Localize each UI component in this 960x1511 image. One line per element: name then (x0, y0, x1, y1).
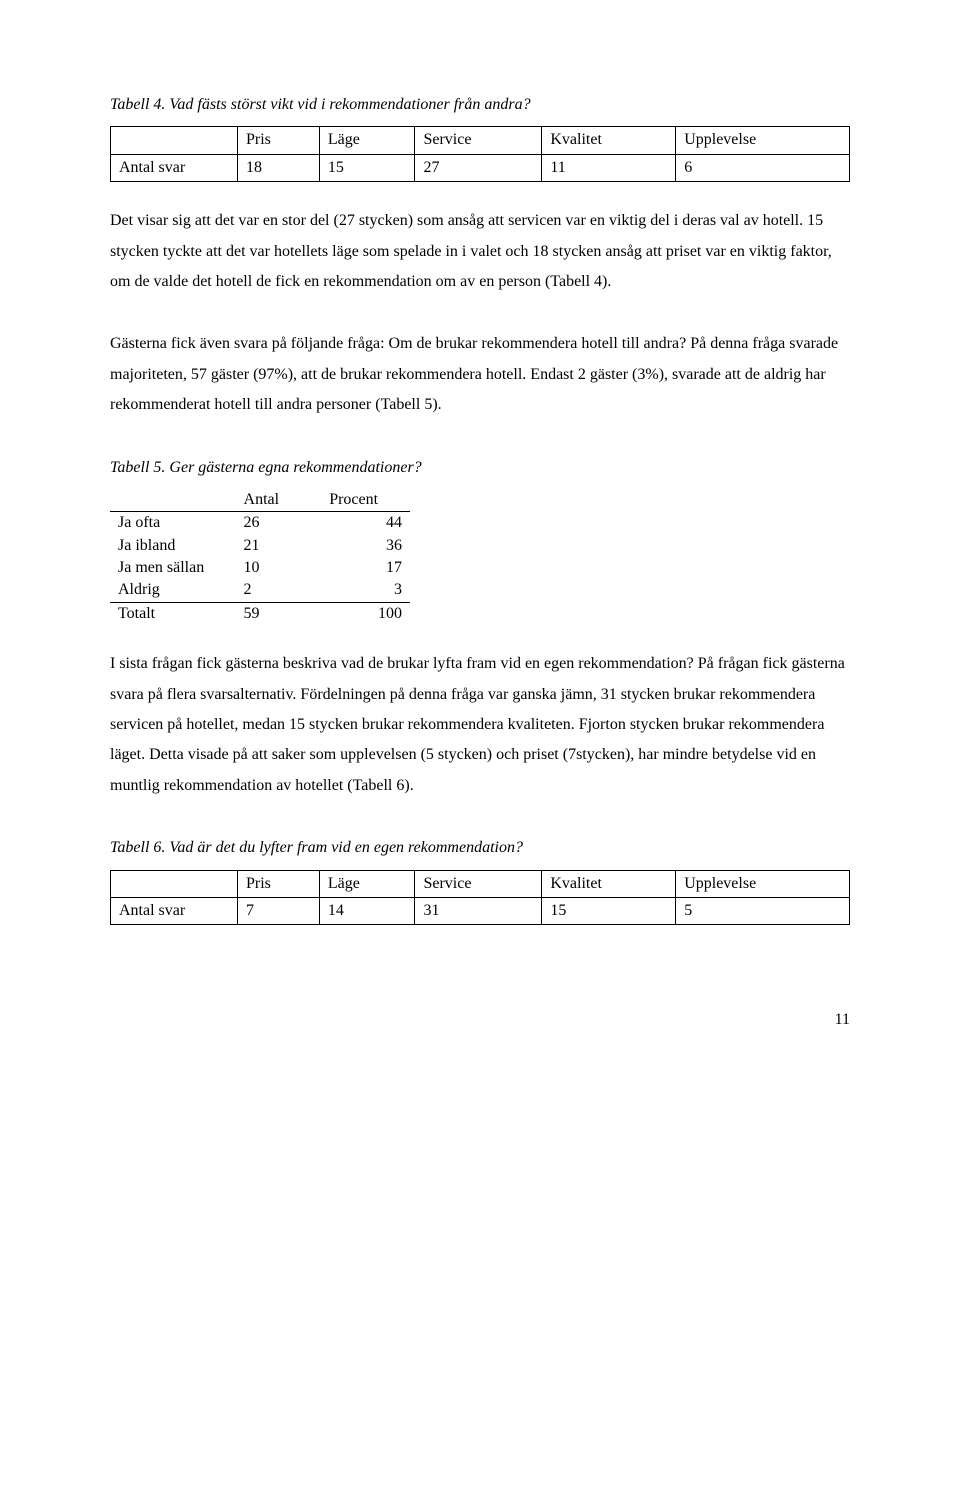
table5-r3c1: 2 (236, 579, 322, 602)
table4-row-label: Antal svar (111, 154, 238, 181)
table5-r1c0: Ja ibland (110, 535, 236, 557)
paragraph-2: Gästerna fick även svara på följande frå… (110, 329, 850, 420)
table5-h0 (110, 489, 236, 512)
table4-h1: Pris (238, 127, 320, 154)
table5-r3c0: Aldrig (110, 579, 236, 602)
table4-h0 (111, 127, 238, 154)
table5-caption: Tabell 5. Ger gästerna egna rekommendati… (110, 453, 850, 483)
table5-header-row: Antal Procent (110, 489, 410, 512)
table5-r2c2: 17 (321, 557, 410, 579)
table5-row2: Ja men sällan 10 17 (110, 557, 410, 579)
table5-r3c2: 3 (321, 579, 410, 602)
paragraph-3: I sista frågan fick gästerna beskriva va… (110, 649, 850, 801)
table6-v1: 14 (319, 897, 415, 924)
table6-h2: Läge (319, 870, 415, 897)
table4-h4: Kvalitet (542, 127, 676, 154)
table4-h5: Upplevelse (676, 127, 850, 154)
table5-r1c1: 21 (236, 535, 322, 557)
table6-caption: Tabell 6. Vad är det du lyfter fram vid … (110, 833, 850, 863)
table5-row0: Ja ofta 26 44 (110, 512, 410, 535)
table6-row-label: Antal svar (111, 897, 238, 924)
table4-data-row: Antal svar 18 15 27 11 6 (111, 154, 850, 181)
table5-r0c1: 26 (236, 512, 322, 535)
table5-h2: Procent (321, 489, 410, 512)
table5-tc1: 59 (236, 602, 322, 625)
table6: Pris Läge Service Kvalitet Upplevelse An… (110, 870, 850, 926)
table5-h1: Antal (236, 489, 322, 512)
table6-header-row: Pris Läge Service Kvalitet Upplevelse (111, 870, 850, 897)
table4-caption: Tabell 4. Vad fästs störst vikt vid i re… (110, 90, 850, 120)
table5-r0c2: 44 (321, 512, 410, 535)
table5-r0c0: Ja ofta (110, 512, 236, 535)
table5-row3: Aldrig 2 3 (110, 579, 410, 602)
table6-h1: Pris (238, 870, 320, 897)
table5-tc2: 100 (321, 602, 410, 625)
table5-total-row: Totalt 59 100 (110, 602, 410, 625)
table6-v4: 5 (676, 897, 850, 924)
paragraph-1: Det visar sig att det var en stor del (2… (110, 206, 850, 297)
table5-row1: Ja ibland 21 36 (110, 535, 410, 557)
table6-v3: 15 (542, 897, 676, 924)
table4-v3: 11 (542, 154, 676, 181)
table5: Antal Procent Ja ofta 26 44 Ja ibland 21… (110, 489, 410, 625)
table4-v1: 15 (319, 154, 415, 181)
table4-v4: 6 (676, 154, 850, 181)
table6-h0 (111, 870, 238, 897)
table5-r1c2: 36 (321, 535, 410, 557)
table4-v2: 27 (415, 154, 542, 181)
table5-r2c1: 10 (236, 557, 322, 579)
table4-v0: 18 (238, 154, 320, 181)
table5-tc0: Totalt (110, 602, 236, 625)
table6-h4: Kvalitet (542, 870, 676, 897)
page-number: 11 (110, 1005, 850, 1035)
table6-data-row: Antal svar 7 14 31 15 5 (111, 897, 850, 924)
table4: Pris Läge Service Kvalitet Upplevelse An… (110, 126, 850, 182)
table6-h3: Service (415, 870, 542, 897)
table4-h3: Service (415, 127, 542, 154)
table6-h5: Upplevelse (676, 870, 850, 897)
table6-v0: 7 (238, 897, 320, 924)
table4-header-row: Pris Läge Service Kvalitet Upplevelse (111, 127, 850, 154)
table4-h2: Läge (319, 127, 415, 154)
table6-v2: 31 (415, 897, 542, 924)
table5-r2c0: Ja men sällan (110, 557, 236, 579)
